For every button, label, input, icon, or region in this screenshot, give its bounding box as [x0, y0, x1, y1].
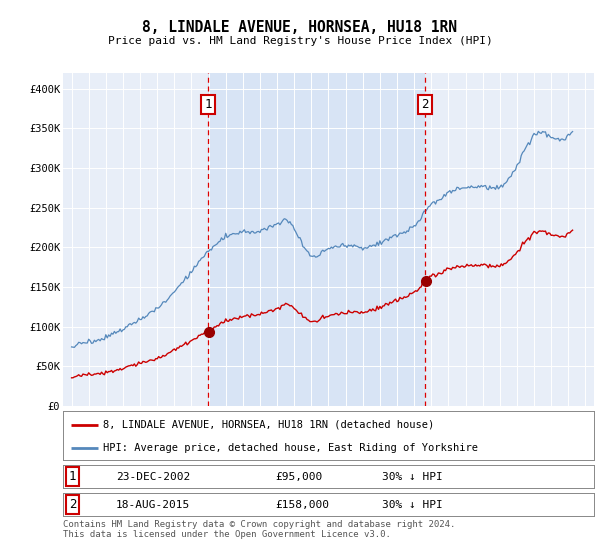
Text: 8, LINDALE AVENUE, HORNSEA, HU18 1RN (detached house): 8, LINDALE AVENUE, HORNSEA, HU18 1RN (de…: [103, 420, 434, 430]
Text: 1: 1: [205, 98, 212, 111]
Text: This data is licensed under the Open Government Licence v3.0.: This data is licensed under the Open Gov…: [63, 530, 391, 539]
Text: HPI: Average price, detached house, East Riding of Yorkshire: HPI: Average price, detached house, East…: [103, 443, 478, 453]
Bar: [208, 73, 425, 406]
Text: 1: 1: [69, 470, 76, 483]
Text: 2: 2: [421, 98, 428, 111]
Text: 30% ↓ HPI: 30% ↓ HPI: [382, 472, 442, 482]
Text: £158,000: £158,000: [275, 500, 329, 510]
Text: 8, LINDALE AVENUE, HORNSEA, HU18 1RN: 8, LINDALE AVENUE, HORNSEA, HU18 1RN: [143, 20, 458, 35]
Text: 2: 2: [69, 498, 76, 511]
Text: 23-DEC-2002: 23-DEC-2002: [116, 472, 190, 482]
Text: Price paid vs. HM Land Registry's House Price Index (HPI): Price paid vs. HM Land Registry's House …: [107, 36, 493, 46]
Text: Contains HM Land Registry data © Crown copyright and database right 2024.: Contains HM Land Registry data © Crown c…: [63, 520, 455, 529]
Text: 30% ↓ HPI: 30% ↓ HPI: [382, 500, 442, 510]
Text: 18-AUG-2015: 18-AUG-2015: [116, 500, 190, 510]
Text: £95,000: £95,000: [275, 472, 323, 482]
